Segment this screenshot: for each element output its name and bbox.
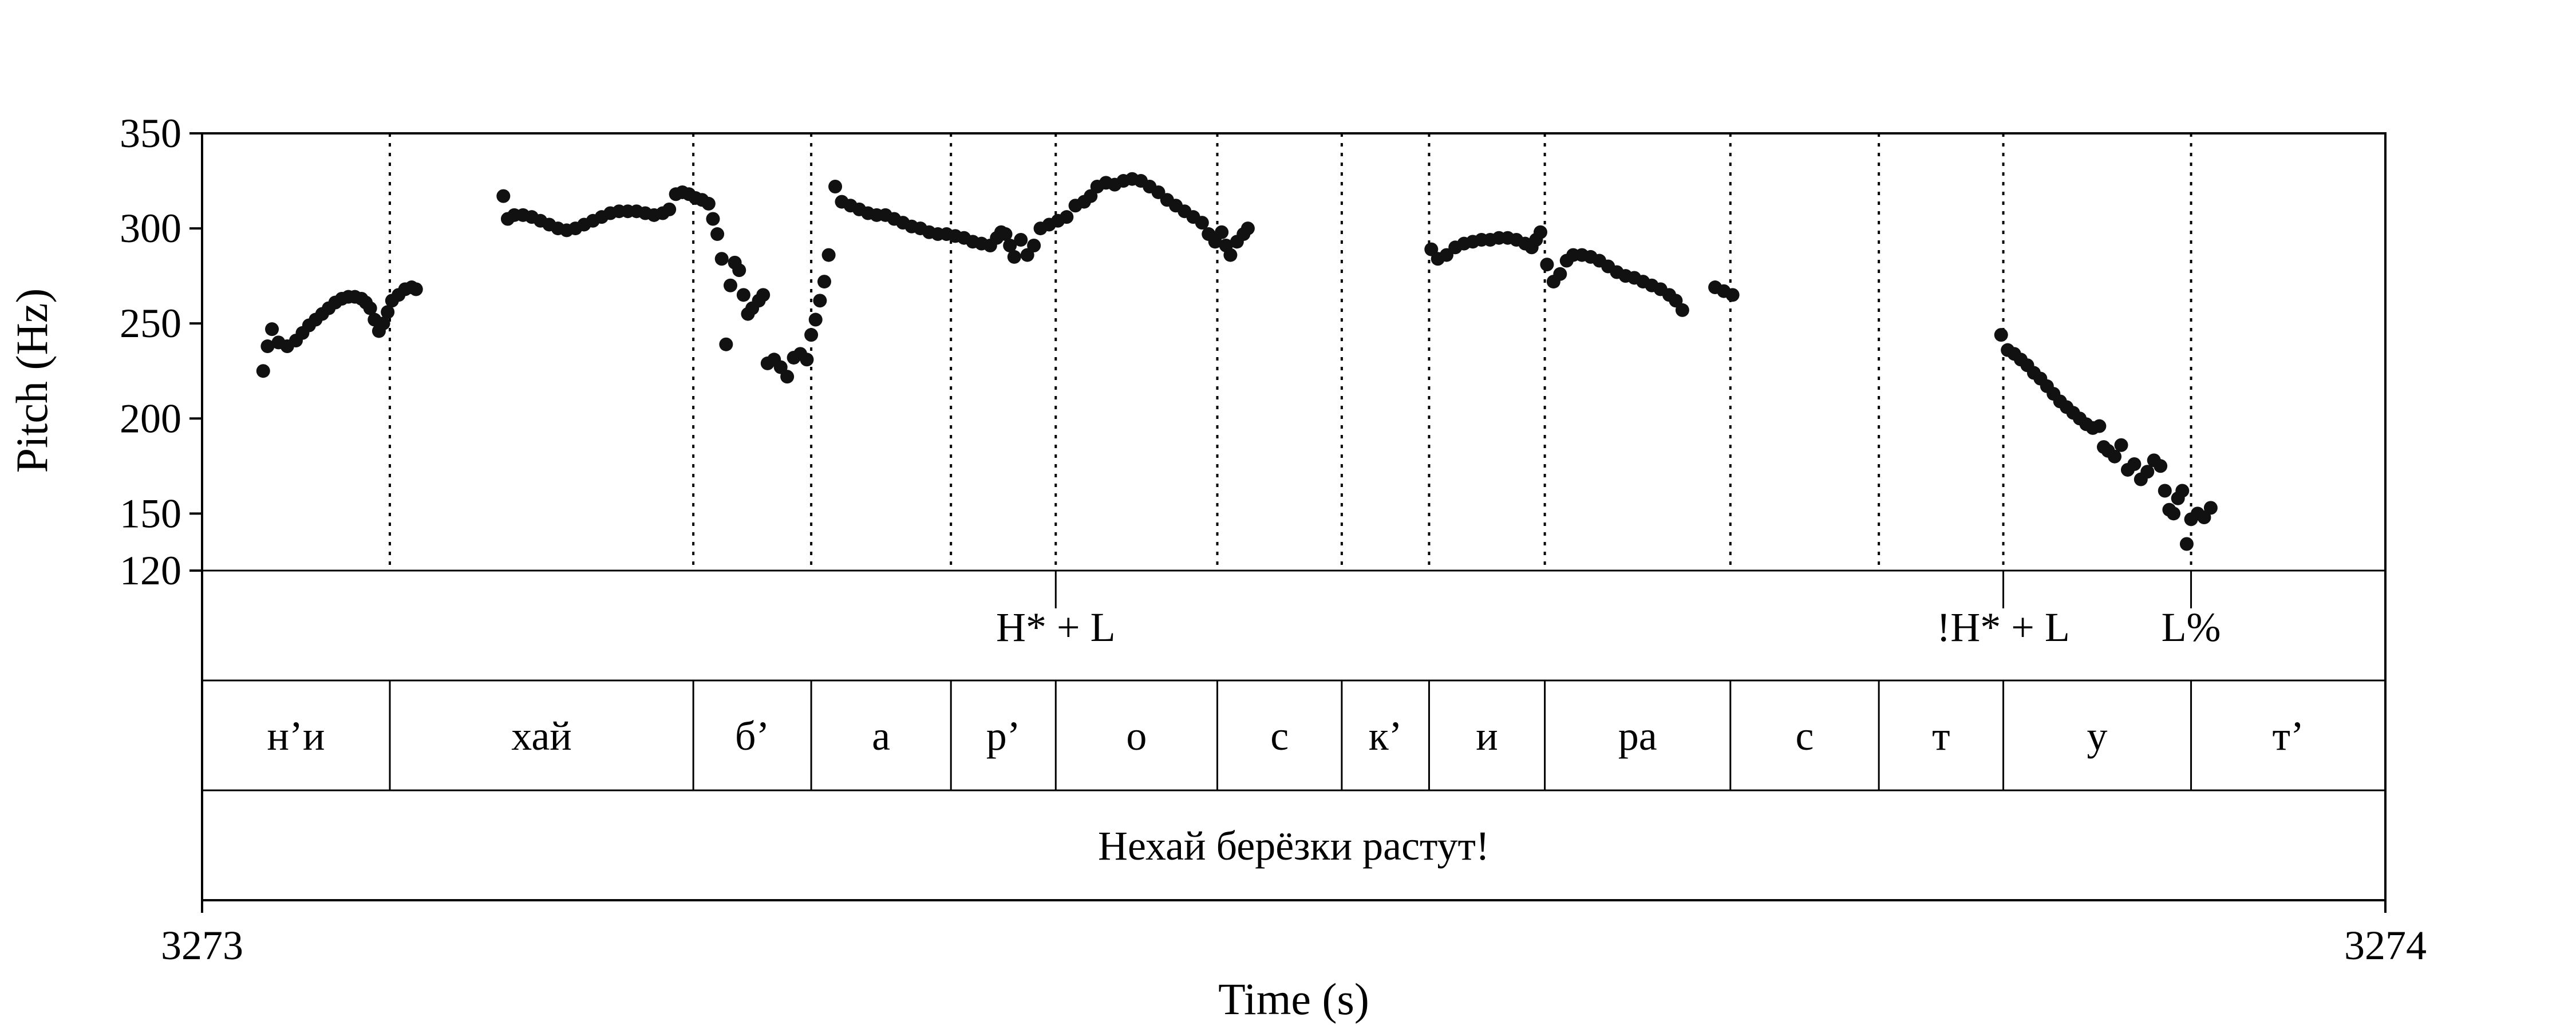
- segment-tier: н’и хай б’ а р’ о с к’ и ра с т у т’: [267, 680, 2304, 790]
- pitch-point: [1215, 225, 1229, 239]
- y-axis-title: Pitch (Hz): [7, 288, 57, 473]
- boundary-lines: [389, 133, 2192, 571]
- segment-label: к’: [1369, 713, 1402, 759]
- pitch-point: [714, 252, 729, 266]
- y-tick-label: 200: [120, 395, 181, 441]
- pitch-point: [736, 288, 750, 302]
- segment-label: о: [1126, 713, 1147, 759]
- pitch-point: [256, 364, 270, 378]
- pitch-point: [2154, 459, 2168, 473]
- segment-label: а: [872, 713, 890, 759]
- pitch-point: [2203, 501, 2218, 515]
- y-tick-label: 150: [120, 490, 181, 536]
- segment-label: р’: [986, 713, 1021, 759]
- segment-label: с: [1270, 713, 1289, 759]
- pitch-point: [800, 353, 814, 367]
- pitch-points: [256, 172, 2218, 551]
- pitch-point: [2092, 419, 2107, 433]
- segment-label: хай: [511, 713, 572, 759]
- pitch-point: [804, 328, 819, 342]
- pitch-point: [808, 312, 823, 327]
- pitch-point: [496, 189, 511, 203]
- pitch-point: [662, 202, 677, 216]
- pitch-point: [1540, 258, 1554, 272]
- pitch-point: [381, 305, 395, 319]
- pitch-point: [1994, 328, 2008, 342]
- pitch-point: [376, 316, 390, 331]
- pitch-point: [2167, 506, 2181, 521]
- x-tick-label: 3273: [161, 923, 243, 968]
- pitch-point: [719, 337, 733, 351]
- tone-tier: H* + L !H* + L L%: [996, 571, 2221, 650]
- segment-label: т’: [2273, 713, 2304, 759]
- segment-label: и: [1476, 713, 1498, 759]
- y-tick-label: 120: [120, 548, 181, 593]
- segment-label: у: [2087, 713, 2108, 759]
- segment-label: с: [1795, 713, 1814, 759]
- pitch-point: [1060, 210, 1074, 224]
- pitch-point: [1007, 250, 1021, 264]
- y-tick-label: 300: [120, 205, 181, 251]
- pitch-point: [363, 301, 377, 315]
- y-tick-label: 350: [120, 110, 181, 156]
- pitch-point: [817, 275, 831, 289]
- pitch-point: [1553, 267, 1567, 281]
- pitch-point: [2114, 438, 2128, 452]
- y-tick-label: 250: [120, 300, 181, 346]
- pitch-point: [2108, 449, 2122, 464]
- pitch-point: [1003, 238, 1017, 252]
- pitch-point: [821, 248, 836, 262]
- pitch-point: [1027, 238, 1041, 252]
- y-axis: 350 300 250 200 150 120: [120, 110, 202, 593]
- pitch-point: [780, 370, 795, 384]
- segment-label: т: [1932, 713, 1950, 759]
- sentence-label: Нехай берёзки растут!: [1098, 823, 1490, 869]
- tone-label: !H* + L: [1937, 604, 2070, 650]
- pitch-point: [828, 180, 843, 194]
- pitch-point: [1240, 221, 1255, 236]
- pitch-point: [1675, 303, 1689, 317]
- pitch-point: [2127, 457, 2142, 471]
- pitch-point: [1533, 225, 1547, 239]
- pitch-point: [409, 282, 423, 296]
- pitch-point: [701, 196, 716, 211]
- pitch-point: [260, 339, 275, 354]
- pitch-point: [813, 294, 827, 308]
- x-axis: 3273 3274: [161, 900, 2427, 968]
- sentence-tier: Нехай берёзки растут!: [1098, 823, 1490, 869]
- segment-label: н’и: [267, 713, 325, 759]
- segment-label: б’: [735, 713, 770, 759]
- outer-frame: [201, 132, 2387, 901]
- pitch-point: [2179, 537, 2194, 551]
- pitch-point: [2158, 484, 2172, 498]
- x-axis-title: Time (s): [1218, 974, 1369, 1024]
- pitch-point: [710, 227, 725, 242]
- pitch-point: [1223, 248, 1238, 262]
- chart-frame: [201, 132, 2387, 901]
- pitch-point: [732, 263, 746, 278]
- pitch-point: [1725, 288, 1740, 302]
- pitch-point: [1014, 233, 1028, 247]
- pitch-point: [2140, 465, 2155, 479]
- tone-label: H* + L: [996, 604, 1116, 650]
- pitch-point: [706, 212, 720, 226]
- segment-label: ра: [1618, 713, 1657, 759]
- x-tick-label: 3274: [2344, 923, 2427, 968]
- tone-label: L%: [2162, 604, 2221, 650]
- pitch-point: [756, 288, 771, 302]
- pitch-point: [1195, 216, 1209, 230]
- pitch-point: [998, 227, 1013, 242]
- pitch-point: [723, 278, 737, 292]
- pitch-point: [265, 322, 279, 337]
- pitch-point: [2175, 484, 2190, 498]
